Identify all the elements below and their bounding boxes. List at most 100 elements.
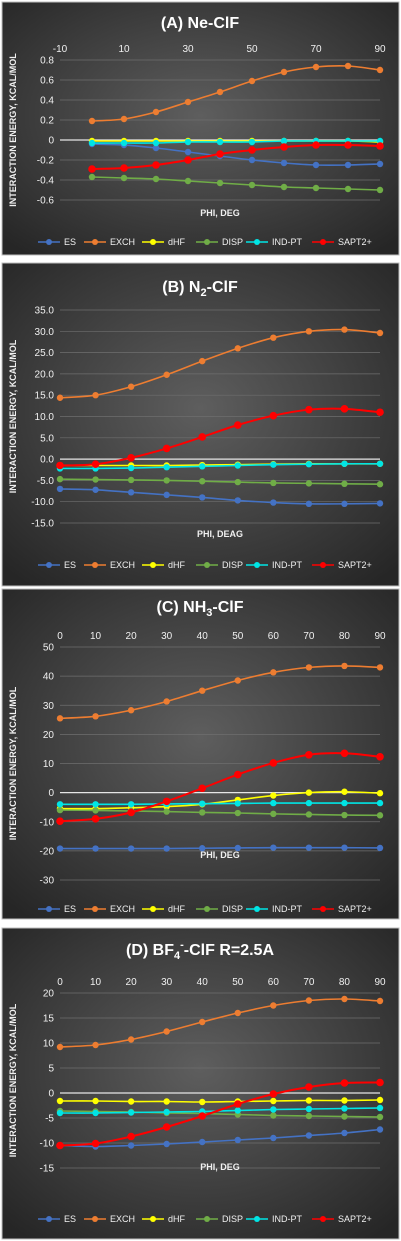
y-tick-label: 30	[43, 701, 55, 712]
chart-panel-1: (A) Ne-ClF -0.6 -0.4 -0.2 0 0.2 0.4 0.6 0.8-10 10…	[1, 1, 400, 256]
series-line	[59, 488, 381, 505]
data-point	[56, 1141, 64, 1150]
legend-label: SAPT2+	[338, 560, 372, 570]
x-tick-label: 20	[126, 977, 138, 988]
data-point	[340, 405, 349, 413]
series-line	[91, 143, 381, 166]
data-point	[305, 328, 313, 335]
y-tick-label: 20	[43, 730, 55, 741]
data-point	[127, 1036, 135, 1043]
data-point	[305, 750, 313, 759]
y-tick-label: 50	[43, 643, 55, 654]
data-point	[56, 806, 64, 814]
x-axis-label: PHI, DEG	[200, 850, 240, 860]
y-tick-label: 0	[48, 788, 54, 799]
data-point	[163, 477, 170, 484]
data-point	[269, 759, 278, 767]
series-sapt2-	[56, 1078, 384, 1150]
data-point	[163, 371, 170, 378]
legend-item: ES	[38, 560, 76, 570]
data-point	[56, 461, 64, 470]
data-point	[162, 444, 171, 453]
data-point	[91, 1139, 100, 1148]
x-tick-label: 90	[374, 631, 386, 642]
data-point	[127, 1098, 135, 1105]
y-tick-label: -10	[40, 817, 55, 828]
y-tick-label: 30.0	[35, 327, 55, 338]
data-point	[120, 174, 128, 182]
data-point	[199, 687, 206, 694]
data-point	[376, 1104, 384, 1112]
y-tick-label: 10.0	[35, 412, 55, 423]
legend-swatch-marker	[254, 1216, 260, 1222]
data-point	[270, 1106, 277, 1113]
y-tick-label: 40	[43, 672, 55, 683]
data-point	[127, 454, 135, 462]
data-point	[305, 461, 313, 468]
legend-item: IND-PT	[246, 1214, 302, 1224]
data-point	[163, 491, 170, 499]
data-point	[376, 408, 384, 417]
x-axis-label: PHI, DEAG	[197, 529, 243, 539]
legend-item: EXCH	[84, 237, 135, 247]
data-point	[56, 1109, 64, 1117]
data-point	[234, 497, 241, 504]
y-axis-label: INTERACTION ENERGY, KCAL/MOL	[8, 339, 18, 493]
data-point	[376, 844, 384, 852]
series-es	[56, 1126, 384, 1150]
legend-label: EXCH	[110, 560, 135, 570]
y-tick-label: 35.0	[35, 306, 55, 317]
data-point	[184, 177, 192, 185]
legend-item: dHF	[142, 904, 186, 914]
data-point	[376, 1113, 384, 1121]
data-point	[270, 799, 277, 807]
legend-label: ES	[64, 560, 76, 570]
legend-item: dHF	[142, 237, 186, 247]
data-point	[376, 753, 384, 761]
data-point	[88, 139, 96, 147]
data-point	[234, 1009, 241, 1017]
data-point	[56, 715, 64, 722]
data-point	[248, 156, 256, 164]
data-point	[376, 500, 384, 507]
data-point	[305, 799, 313, 807]
legend-swatch-marker	[204, 1216, 210, 1222]
data-point	[341, 1129, 348, 1137]
data-point	[341, 1097, 348, 1104]
data-point	[234, 1136, 241, 1144]
data-point	[341, 995, 348, 1003]
data-point	[91, 815, 100, 823]
series-line	[59, 790, 381, 810]
legend-swatch-marker	[150, 562, 156, 568]
y-tick-label: -0.6	[37, 196, 55, 207]
data-point	[163, 698, 170, 705]
legend-swatch-marker	[92, 562, 98, 568]
chart-title: (A) Ne-ClF	[161, 15, 239, 32]
series-line	[59, 809, 381, 817]
data-point	[127, 476, 135, 484]
data-point	[56, 475, 64, 483]
data-point	[152, 108, 160, 116]
legend-label: SAPT2+	[338, 237, 372, 247]
data-point	[280, 159, 288, 167]
data-point	[270, 1002, 277, 1009]
data-point	[234, 345, 241, 352]
data-point	[216, 150, 224, 158]
legend-swatch-marker	[150, 239, 156, 245]
x-tick-label: 80	[339, 631, 351, 642]
x-axis-label: PHI, DEG	[200, 1162, 240, 1172]
x-tick-label: 70	[303, 977, 315, 988]
data-point	[376, 997, 384, 1005]
legend-label: dHF	[168, 237, 186, 247]
series-sapt2-	[88, 141, 384, 173]
series-sapt2-	[56, 405, 384, 470]
legend-swatch-marker	[254, 239, 260, 245]
y-tick-label: 15.0	[35, 391, 55, 402]
legend-item: EXCH	[84, 904, 135, 914]
data-point	[376, 790, 384, 797]
data-point	[376, 186, 384, 194]
data-point	[305, 1083, 313, 1091]
data-point	[234, 462, 241, 469]
